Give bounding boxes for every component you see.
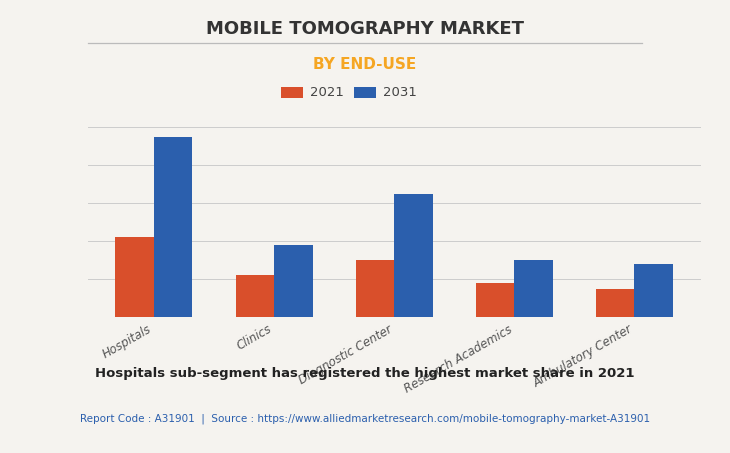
Bar [154,137,193,317]
Text: 2031: 2031 [383,87,417,99]
Bar [596,289,634,317]
Text: BY END-USE: BY END-USE [313,57,417,72]
Bar [236,275,274,317]
Bar [274,245,312,317]
Bar [476,283,515,317]
Text: Hospitals sub-segment has registered the highest market share in 2021: Hospitals sub-segment has registered the… [95,367,635,380]
Bar [394,194,433,317]
Bar [356,260,394,317]
Bar [634,264,673,317]
Text: Report Code : A31901  |  Source : https://www.alliedmarketresearch.com/mobile-to: Report Code : A31901 | Source : https://… [80,414,650,424]
Text: 2021: 2021 [310,87,344,99]
Bar [115,237,154,317]
Text: MOBILE TOMOGRAPHY MARKET: MOBILE TOMOGRAPHY MARKET [206,20,524,39]
Bar [515,260,553,317]
